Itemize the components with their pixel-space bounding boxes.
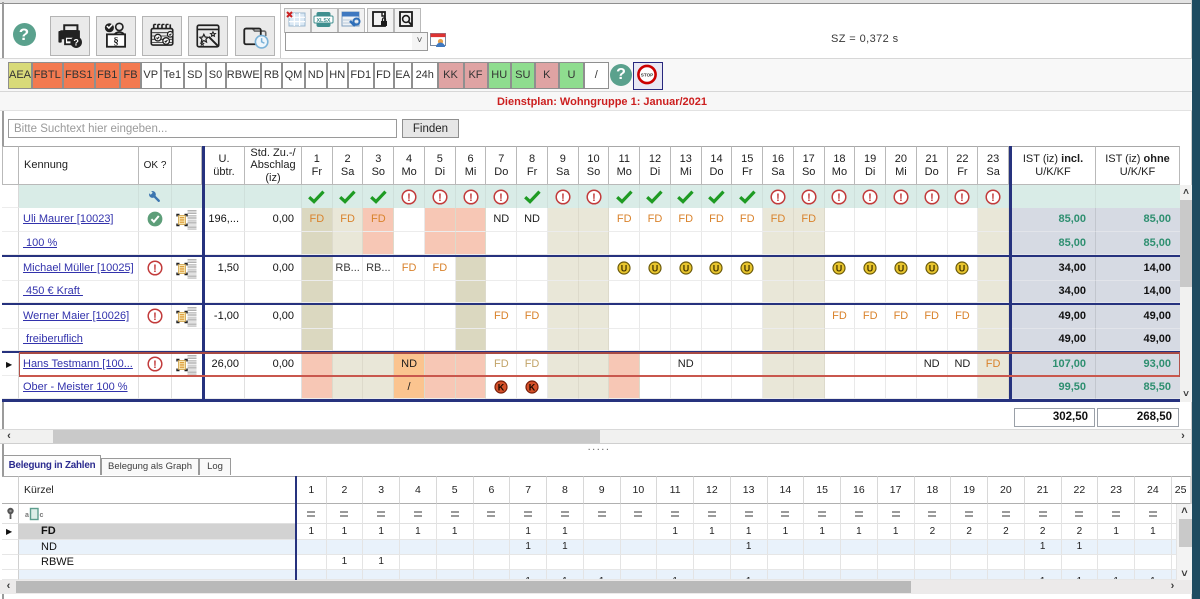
svg-text:U: U [621, 264, 628, 274]
svg-text:§: § [113, 36, 118, 48]
svg-text:!: ! [807, 192, 811, 204]
svg-text:!: ! [438, 192, 442, 204]
svg-text:c: c [40, 512, 44, 519]
svg-text:!: ! [153, 263, 157, 275]
svg-text:!: ! [561, 192, 565, 204]
svg-text:!: ! [838, 192, 842, 204]
svg-text:!: ! [961, 192, 965, 204]
svg-text:U: U [652, 264, 659, 274]
svg-text:U: U [959, 264, 966, 274]
svg-text:?: ? [73, 38, 79, 48]
svg-text:U: U [836, 264, 843, 274]
svg-text:!: ! [499, 192, 503, 204]
svg-text:!: ! [776, 192, 780, 204]
svg-text:STOP: STOP [641, 73, 653, 78]
svg-text:U: U [744, 264, 751, 274]
svg-text:a: a [25, 512, 29, 519]
svg-text:U: U [682, 264, 689, 274]
svg-text:U: U [713, 264, 720, 274]
svg-text:U: U [928, 264, 935, 274]
svg-text:!: ! [592, 192, 596, 204]
svg-text:!: ! [868, 192, 872, 204]
svg-text:!: ! [407, 192, 411, 204]
svg-text:!: ! [991, 192, 995, 204]
svg-text:!: ! [899, 192, 903, 204]
svg-text:!: ! [469, 192, 473, 204]
svg-text:K: K [498, 382, 505, 392]
svg-text:XLSX: XLSX [316, 18, 330, 24]
svg-text:U: U [898, 264, 905, 274]
svg-text:K: K [529, 382, 536, 392]
svg-text:!: ! [153, 311, 157, 323]
svg-text:!: ! [153, 359, 157, 371]
svg-text:U: U [867, 264, 874, 274]
svg-text:!: ! [930, 192, 934, 204]
